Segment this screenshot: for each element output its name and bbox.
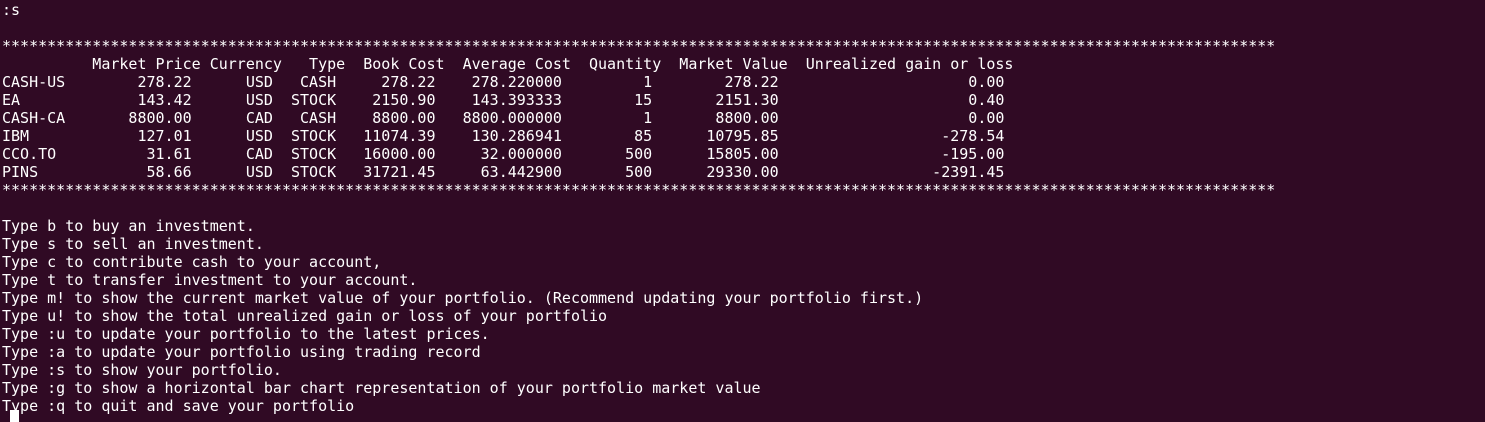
table-row: PINS 58.66 USD STOCK 31721.45 63.442900 … (2, 163, 1005, 181)
terminal-cursor[interactable] (10, 410, 19, 422)
menu-line-update-record: Type :a to update your portfolio using t… (2, 343, 481, 361)
menu-line-show: Type :s to show your portfolio. (2, 361, 282, 379)
menu-line-contribute: Type c to contribute cash to your accoun… (2, 253, 382, 271)
table-row: EA 143.42 USD STOCK 2150.90 143.393333 1… (2, 91, 1005, 109)
table-row: CASH-US 278.22 USD CASH 278.22 278.22000… (2, 73, 1005, 91)
table-row: IBM 127.01 USD STOCK 11074.39 130.286941… (2, 127, 1005, 145)
menu-line-quit: Type :q to quit and save your portfolio (2, 397, 355, 415)
menu-line-sell: Type s to sell an investment. (2, 235, 264, 253)
menu-line-market-value: Type m! to show the current market value… (2, 289, 924, 307)
menu-line-transfer: Type t to transfer investment to your ac… (2, 271, 418, 289)
menu-line-update-prices: Type :u to update your portfolio to the … (2, 325, 490, 343)
menu-line-buy: Type b to buy an investment. (2, 217, 255, 235)
menu-line-graph: Type :g to show a horizontal bar chart r… (2, 379, 761, 397)
separator-top: ****************************************… (2, 37, 1276, 55)
menu-line-unrealized: Type u! to show the total unrealized gai… (2, 307, 608, 325)
table-header: Market Price Currency Type Book Cost Ave… (2, 55, 1014, 73)
table-row: CCO.TO 31.61 CAD STOCK 16000.00 32.00000… (2, 145, 1005, 163)
command-echo: :s (2, 1, 21, 19)
separator-bottom: ****************************************… (2, 181, 1276, 199)
table-row: CASH-CA 8800.00 CAD CASH 8800.00 8800.00… (2, 109, 1005, 127)
